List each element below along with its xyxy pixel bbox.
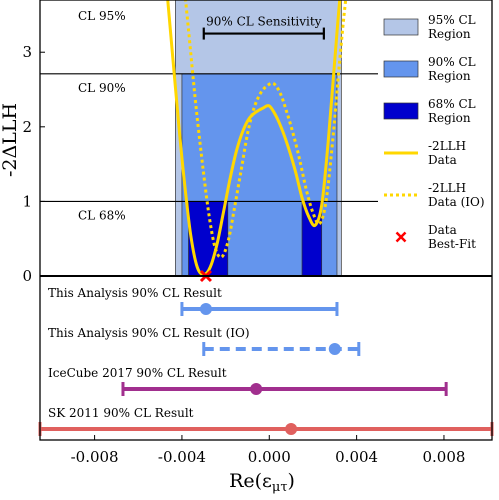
y-tick-label-2: 1 [22,192,32,210]
legend-label-line: Region [428,111,471,125]
y-tick-label-4: 3 [22,43,32,61]
x-axis-label-subscript: μτ [272,480,288,495]
legend-label-line: 68% CL [428,97,476,111]
legend-label-line: 95% CL [428,13,476,27]
x-tick-label-5: 0.008 [422,448,465,466]
legend-label-line: -2LLH [428,139,466,153]
legend-label-1: 95% CL Region [428,13,476,41]
legend-label-5: -2LLH Data (IO) [428,181,485,209]
x-axis-label-main: Re(ε [229,470,272,492]
x-tick-label-1: -0.008 [71,448,119,466]
axes: 0 1 2 3 -0.008 -0.004 0.000 0.004 0.008 [22,0,493,466]
y-axis-label: -2ΔLLH [0,103,21,177]
legend-label-line: Data (IO) [428,195,485,209]
y-tick-label-3: 2 [22,118,32,136]
sensitivity-label: 90% CL Sensitivity [206,15,322,29]
x-axis-label-close: ) [288,470,295,492]
cl-label-3: CL 68% [78,208,126,222]
sensitivity-bar: 90% CL Sensitivity [202,15,325,40]
llh-curve [166,0,342,276]
legend-label-3: 68% CL Region [428,97,476,125]
cl-label-1: CL 95% [78,9,126,23]
legend-swatch-2 [383,60,419,78]
x-tick-label-3: 0.000 [248,448,291,466]
y-tick-label-1: 0 [22,267,32,285]
legend-label-4: -2LLH Data [428,139,466,167]
legend-label-line: Region [428,27,471,41]
cl-label-2: CL 90% [78,81,126,95]
cl-region-3-2 [301,201,323,276]
legend-label-6: Data Best-Fit [428,223,476,251]
results-panel: This Analysis 90% CL Result This Analysis… [38,286,494,436]
legend-label-line: 90% CL [428,55,476,69]
result-label-1: This Analysis 90% CL Result [48,286,222,300]
x-axis-label: Re(εμτ) [229,470,295,495]
plot-frame [39,0,493,441]
legend-label-2: 90% CL Region [428,55,476,83]
legend-label-line: -2LLH [428,181,466,195]
result-label-4: SK 2011 90% CL Result [48,406,194,420]
llh-curves [166,0,348,276]
legend-swatch-6 [395,231,407,243]
legend-label-line: Region [428,69,471,83]
result-center-4 [285,423,298,435]
llh-curve-io [184,0,348,259]
legend-label-line: Best-Fit [428,237,476,251]
legend-label-line: Data [428,223,457,237]
cl-lines: CL 95% CL 90% CL 68% [40,9,378,222]
result-label-2: This Analysis 90% CL Result (IO) [48,326,250,340]
result-center-2 [328,343,341,355]
legend-swatch-1 [383,18,419,36]
result-center-1 [199,303,212,315]
x-tick-label-4: 0.004 [335,448,378,466]
legend-background [378,0,492,276]
x-tick-label-2: -0.004 [158,448,206,466]
result-label-3: IceCube 2017 90% CL Result [48,366,227,380]
result-center-3 [250,383,263,395]
legend-label-line: Data [428,153,457,167]
legend-swatch-3 [383,102,419,120]
